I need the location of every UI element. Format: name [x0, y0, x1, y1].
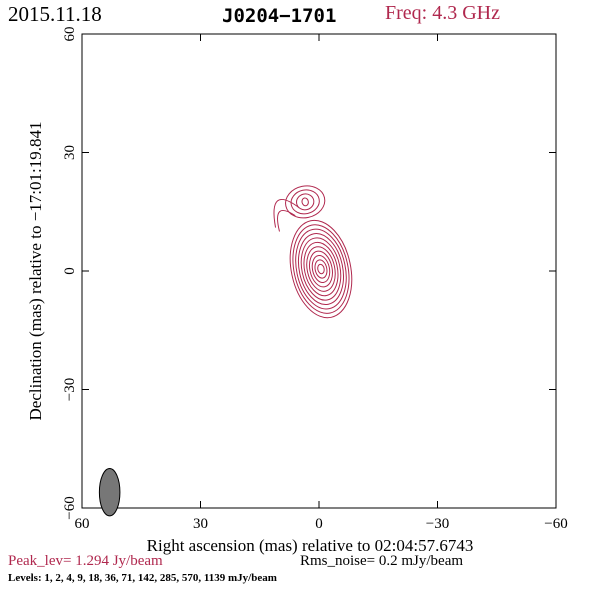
y-tick-label: 30 [62, 145, 78, 160]
x-tick-label: 60 [75, 516, 90, 532]
contour-lines [273, 185, 353, 319]
extended-emission-contour [273, 198, 300, 228]
source-name: J0204−1701 [222, 5, 337, 27]
core-contour [306, 246, 336, 292]
beam-ellipse-group [98, 468, 121, 517]
rms-noise: Rms_noise= 0.2 mJy/beam [300, 553, 464, 569]
observation-date: 2015.11.18 [8, 2, 102, 26]
frequency-label: Freq: 4.3 GHz [385, 2, 500, 24]
y-tick-label: 60 [62, 27, 78, 42]
core-contour [303, 241, 339, 297]
jet-contour [285, 185, 326, 219]
x-tick-label: 0 [315, 516, 323, 532]
y-tick-label: −30 [62, 378, 78, 401]
core-contour [297, 233, 344, 306]
peak-level: Peak_lev= 1.294 Jy/beam [8, 553, 163, 569]
jet-contour [301, 197, 309, 207]
core-contour [314, 259, 328, 279]
core-contour [300, 237, 342, 301]
x-tick-label: −60 [544, 516, 567, 532]
axis-ticks [81, 33, 557, 509]
jet-contour [290, 189, 320, 215]
contour-levels: Levels: 1, 2, 4, 9, 18, 36, 71, 142, 285… [8, 572, 277, 584]
tick-labels: 60 30 0 −30 −60 −60 −30 0 30 60 [62, 27, 568, 533]
x-tick-label: 30 [193, 516, 208, 532]
extended-emission-contour [277, 210, 296, 232]
y-tick-label: 0 [62, 267, 78, 275]
x-tick-label: −30 [426, 516, 449, 532]
jet-contour [296, 193, 315, 211]
plot-frame [81, 33, 557, 509]
core-contour [295, 228, 347, 310]
y-axis-label: Declination (mas) relative to −17:01:19.… [26, 121, 45, 421]
core-contour [289, 219, 353, 319]
core-contour [317, 263, 325, 275]
core-contour [292, 224, 350, 314]
beam-ellipse [98, 468, 121, 517]
core-contour [311, 255, 331, 284]
y-tick-label: −60 [62, 496, 78, 519]
core-contour [308, 250, 333, 288]
x-axis-label: Right ascension (mas) relative to 02:04:… [146, 536, 474, 555]
